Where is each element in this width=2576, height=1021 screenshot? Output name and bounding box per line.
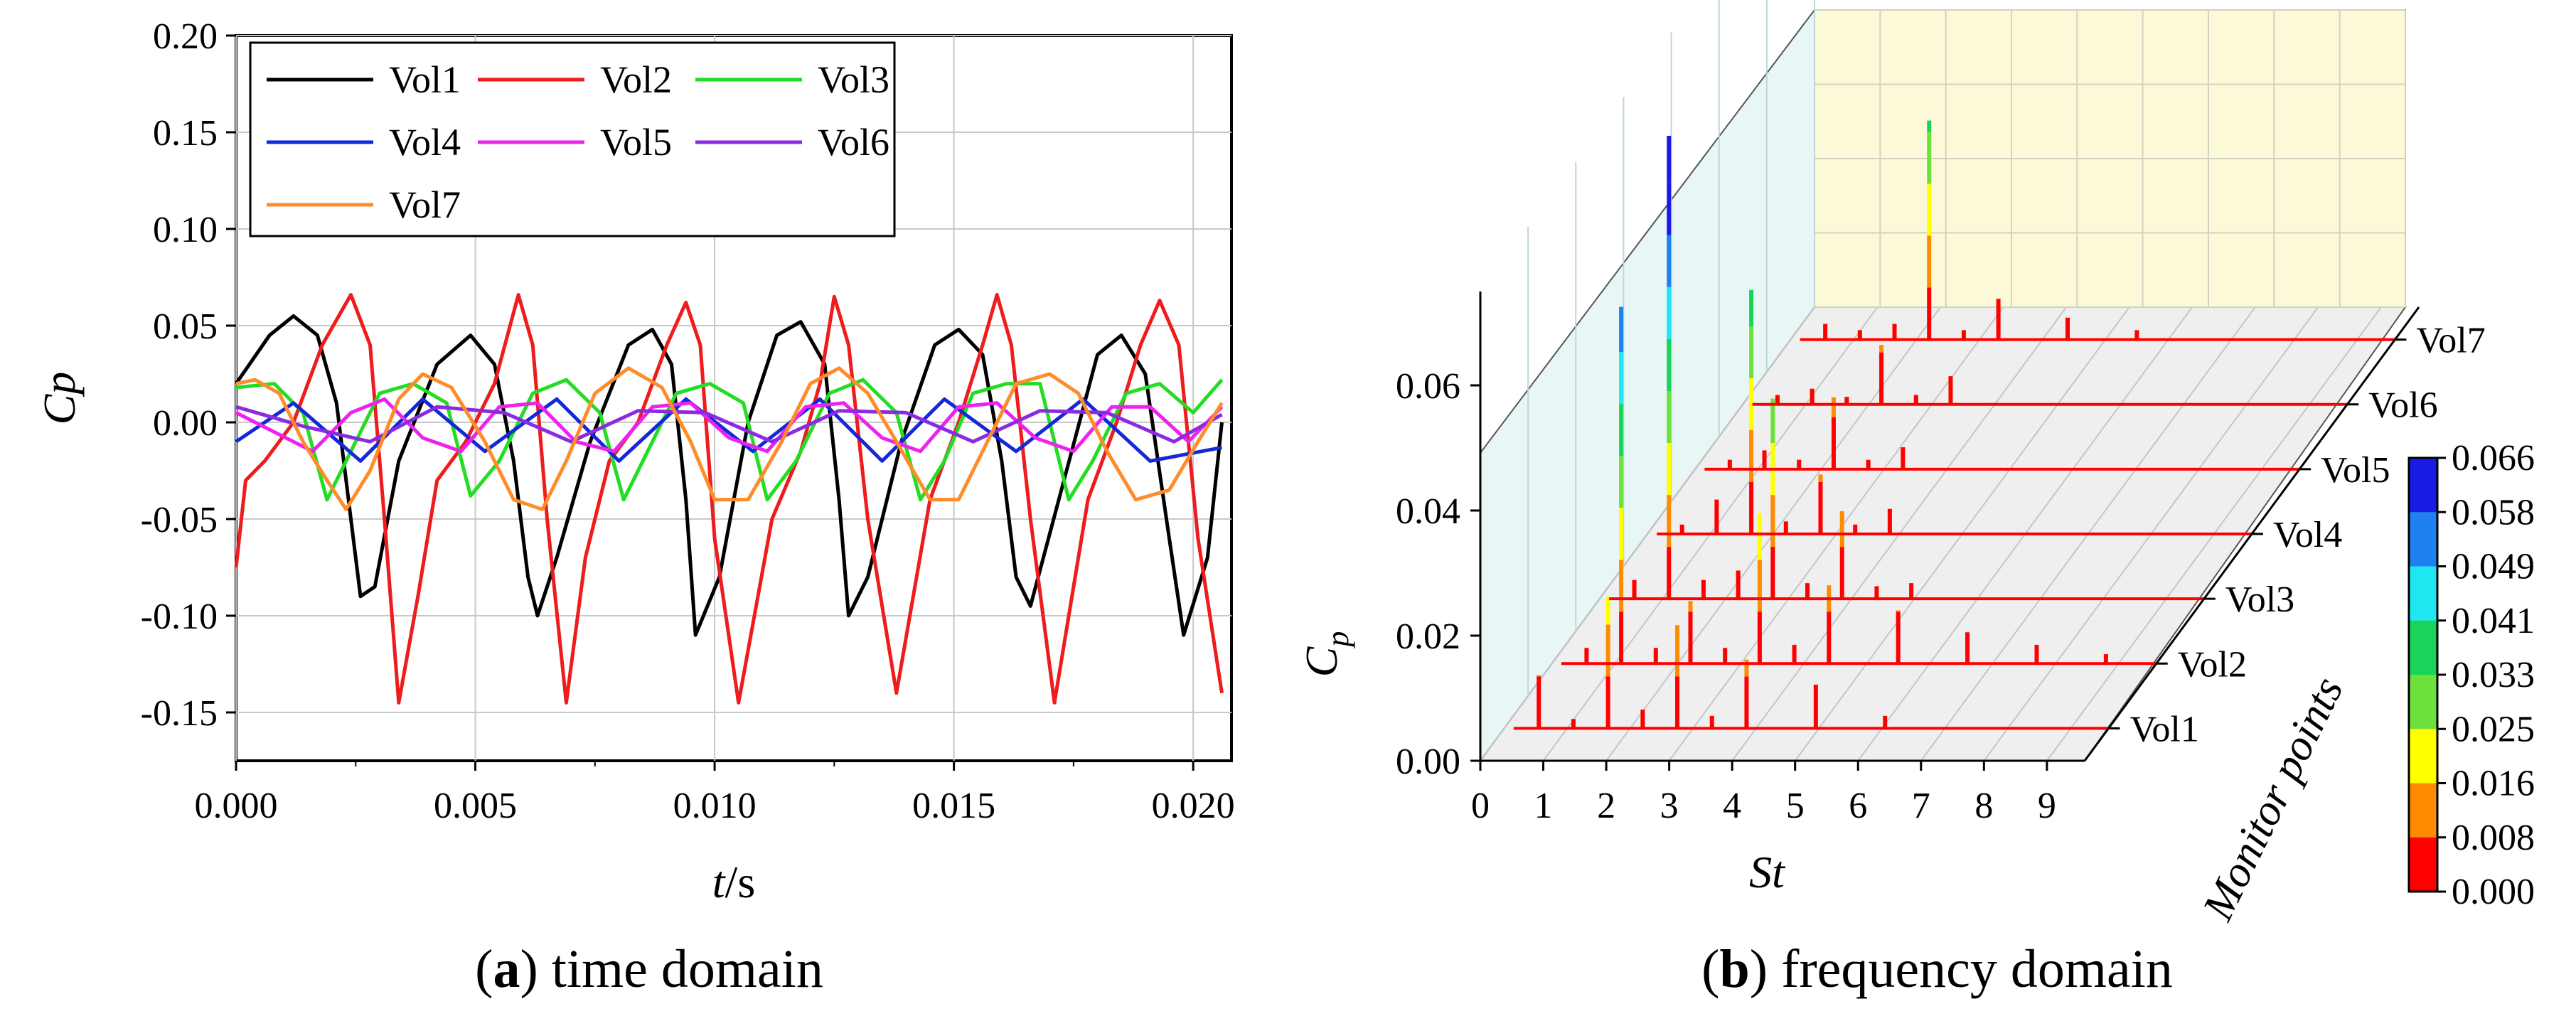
panel-b-z-tick-label: 0.06 (1396, 366, 1460, 407)
panel-b-y-axis-label: Cp (1296, 631, 1355, 678)
legend-label-vol1: Vol1 (389, 58, 461, 101)
series-line-vol3 (235, 378, 1224, 502)
panel-a-legend-box (249, 41, 896, 237)
panel-b-x-tick-label: 1 (1534, 786, 1553, 826)
panel-a-y-tick-label: -0.10 (141, 597, 218, 637)
panel-a-x-tick-label: 0.020 (1152, 786, 1235, 826)
colorbar-segment (2409, 675, 2437, 729)
panel-a-series-group (234, 293, 1224, 705)
panel-b-axes: 0 1 2 3 4 5 6 7 8 9 0.00 0.02 0.04 0.06 Vol1 Vol2 Vol3 Vo… (1396, 292, 2486, 826)
panel-b-depth-tick-label: Vol5 (2321, 450, 2390, 491)
panel-b-depth-tick-label: Vol1 (2130, 709, 2199, 749)
panel-b-z-tick-label: 0.04 (1396, 491, 1460, 532)
panel-b-x-tick-label: 9 (2038, 786, 2056, 826)
panel-b-depth-axis-label: Monitor points (2193, 670, 2353, 929)
panel-b-caption: (b) frequency domain (1701, 939, 2173, 999)
colorbar-segment (2409, 783, 2437, 838)
series-line-vol7 (235, 366, 1224, 511)
panel-b-x-tick-label: 5 (1786, 786, 1805, 826)
panel-b-floor-gridline (1480, 306, 1815, 761)
panel-b-colorbar: 0.066 0.058 0.049 0.041 0.033 0.025 0.016 0.008… (2407, 438, 2535, 912)
panel-a-legend: Vol1 Vol2 Vol3 Vol4 Vol5 Vol6 Vol7 (249, 41, 896, 237)
panel-a-x-axis-label: t/s (712, 857, 755, 907)
legend-label-vol3: Vol3 (818, 58, 889, 101)
colorbar-tick-label: 0.049 (2452, 547, 2535, 587)
panel-b-spectra-group (1513, 120, 2395, 730)
panel-b-depth-tick-label: Vol6 (2368, 385, 2437, 426)
panel-a-y-tick-label: 0.10 (153, 210, 218, 250)
colorbar-tick-label: 0.016 (2452, 764, 2535, 804)
colorbar-tick-label: 0.058 (2452, 492, 2535, 533)
colorbar-segment (2409, 729, 2437, 784)
colorbar-segment (2409, 837, 2437, 892)
panel-b-x-tick-label: 4 (1723, 786, 1741, 826)
legend-label-vol4: Vol4 (389, 121, 461, 164)
panel-b-x-tick-label: 7 (1912, 786, 1930, 826)
colorbar-tick-label: 0.033 (2452, 655, 2535, 695)
colorbar-segment (2409, 566, 2437, 621)
colorbar-segment (2409, 512, 2437, 567)
panel-b-x-tick-label: 6 (1849, 786, 1867, 826)
panel-a-ticks: 0.000 0.005 0.010 0.015 0.020 0.20 0.15 0.10 0.0… (141, 16, 1235, 826)
panel-b-x-tick-label: 8 (1974, 786, 1993, 826)
panel-b-frequency-domain: 0 1 2 3 4 5 6 7 8 9 0.00 0.02 0.04 0.06 Vol1 Vol2 Vol3 Vo… (1296, 0, 2535, 928)
panel-b-x-axis-label: St (1749, 847, 1786, 897)
panel-a-x-tick-label: 0.005 (434, 786, 517, 826)
legend-label-vol7: Vol7 (389, 183, 461, 226)
colorbar-tick-label: 0.066 (2452, 438, 2535, 479)
colorbar-segment (2409, 620, 2437, 675)
panel-a-time-domain: 0.000 0.005 0.010 0.015 0.020 0.20 0.15 0.10 0.0… (34, 16, 1235, 907)
panel-a-caption: (a) time domain (475, 939, 823, 999)
legend-label-vol5: Vol5 (600, 121, 672, 164)
panel-b-x-tick-label: 2 (1597, 786, 1615, 826)
panel-a-y-tick-label: 0.00 (153, 403, 218, 444)
legend-label-vol2: Vol2 (600, 58, 672, 101)
panel-a-y-tick-label: 0.15 (153, 113, 218, 154)
panel-a-x-tick-label: 0.000 (195, 786, 278, 826)
colorbar-tick-label: 0.025 (2452, 709, 2535, 749)
panel-b-depth-tick-label: Vol4 (2273, 515, 2342, 555)
colorbar-tick-label: 0.041 (2452, 601, 2535, 641)
colorbar-segment (2409, 458, 2437, 513)
colorbar-tick-label: 0.000 (2452, 872, 2535, 912)
series-line-vol5 (235, 397, 1224, 454)
panel-b-x-tick-label: 3 (1660, 786, 1679, 826)
panel-a-x-tick-label: 0.010 (673, 786, 757, 826)
panel-a-y-tick-label: -0.15 (141, 693, 218, 734)
colorbar-tick-label: 0.008 (2452, 818, 2535, 858)
series-line-vol6 (235, 405, 1223, 444)
panel-a-y-tick-label: 0.20 (153, 16, 218, 57)
panel-a-y-tick-label: -0.05 (141, 500, 218, 540)
panel-a-y-tick-label: 0.05 (153, 306, 218, 347)
panel-a-x-tick-label: 0.015 (912, 786, 995, 826)
panel-b-depth-tick-label: Vol7 (2416, 321, 2485, 361)
legend-label-vol6: Vol6 (818, 121, 889, 164)
panel-b-depth-tick-label: Vol3 (2225, 579, 2294, 620)
panel-b-depth-tick-label: Vol2 (2178, 644, 2247, 685)
panel-b-z-tick-label: 0.00 (1396, 742, 1460, 782)
panel-b-x-tick-label: 0 (1471, 786, 1490, 826)
series-line-vol2 (234, 293, 1224, 705)
panel-a-y-axis-label: Cp (34, 372, 85, 425)
panel-b-z-tick-label: 0.02 (1396, 616, 1460, 657)
